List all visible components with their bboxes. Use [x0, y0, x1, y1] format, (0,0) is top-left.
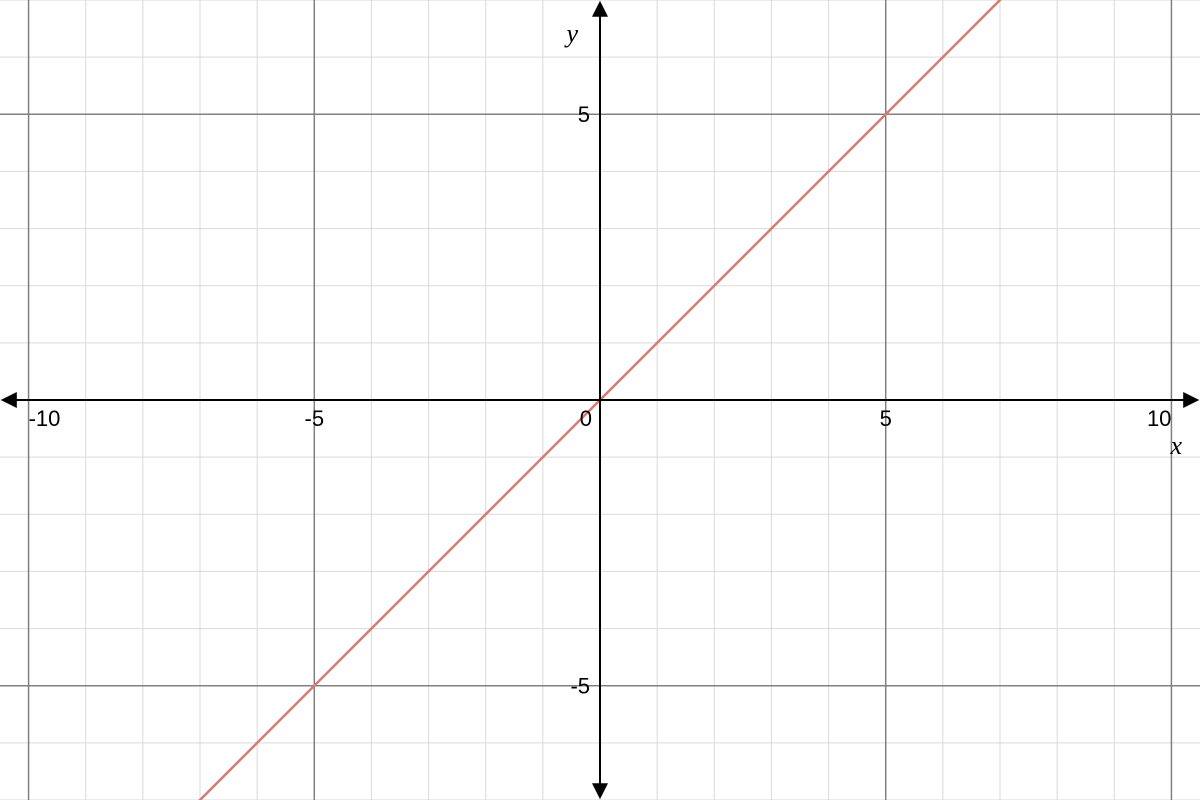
y-tick-label: 5: [578, 102, 590, 127]
y-tick-label: -5: [570, 673, 590, 698]
x-tick-label: -5: [305, 406, 325, 431]
y-axis-label: y: [563, 19, 578, 48]
x-axis-label: x: [1169, 431, 1182, 460]
x-tick-label: 5: [880, 406, 892, 431]
x-tick-label: -10: [29, 406, 61, 431]
x-tick-label: 10: [1147, 406, 1171, 431]
coordinate-plane-chart: -10 -5 0 5 10 -5 5 x y: [0, 0, 1200, 800]
x-tick-label: 0: [580, 406, 592, 431]
